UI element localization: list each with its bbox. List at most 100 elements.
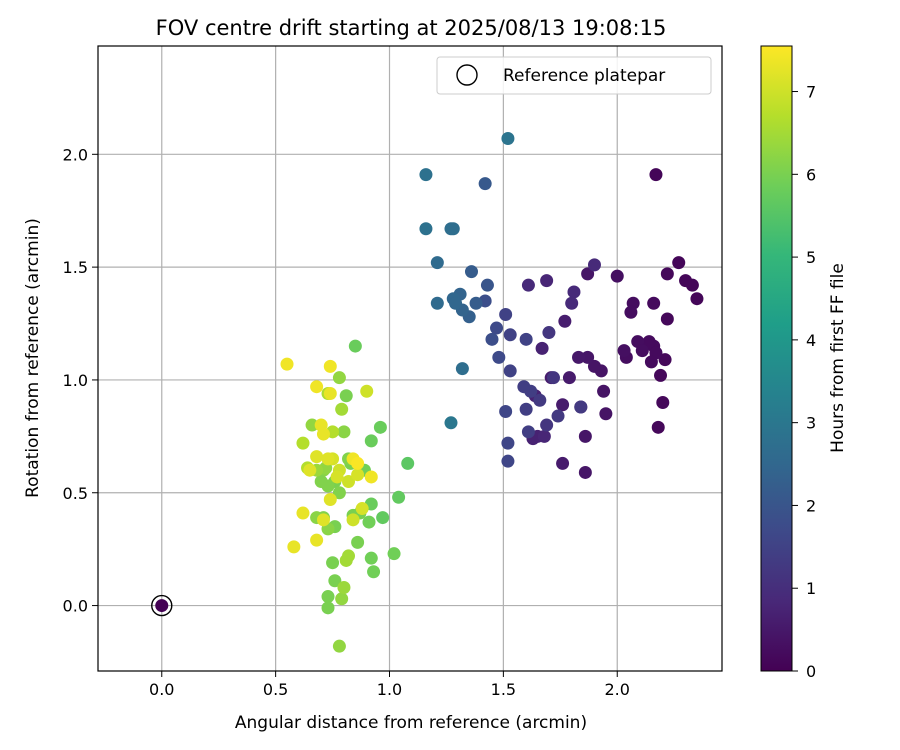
scatter-point	[305, 418, 319, 432]
scatter-point	[551, 409, 565, 423]
scatter-point	[587, 359, 601, 373]
scatter-point	[624, 305, 638, 319]
scatter-point	[690, 292, 704, 306]
scatter-point	[610, 269, 624, 283]
scatter-point	[280, 357, 294, 371]
scatter-point	[323, 359, 337, 373]
y-axis: 0.0 0.5 1.0 1.5 2.0	[63, 145, 98, 616]
scatter-point	[519, 332, 533, 346]
scatter-point	[376, 511, 390, 525]
scatter-point	[654, 368, 668, 382]
scatter-point	[419, 168, 433, 182]
scatter-point	[323, 386, 337, 400]
scatter-point	[351, 456, 365, 470]
colorbar-gradient	[760, 45, 793, 672]
scatter-point	[565, 296, 579, 310]
scatter-point	[644, 355, 658, 369]
scatter-point	[392, 490, 406, 504]
scatter-point	[490, 321, 504, 335]
colorbar-tick-label: 5	[806, 248, 816, 267]
scatter-point	[480, 278, 494, 292]
plot-frame	[97, 45, 723, 672]
scatter-point	[503, 364, 517, 378]
reference-platepar-marker	[151, 594, 173, 617]
scatter-point	[656, 395, 670, 409]
scatter-point	[469, 296, 483, 310]
scatter-point	[660, 267, 674, 281]
scatter-point	[533, 393, 547, 407]
scatter-point	[364, 551, 378, 565]
scatter-point	[647, 296, 661, 310]
scatter-point	[419, 222, 433, 236]
scatter-point	[296, 506, 310, 520]
scatter-point	[572, 350, 586, 364]
colorbar-tick-label: 7	[806, 83, 816, 102]
scatter-point	[330, 470, 344, 484]
scatter-point	[321, 452, 335, 466]
scatter-point	[635, 344, 649, 358]
scatter-point	[542, 326, 556, 340]
scatter-point	[649, 168, 663, 182]
y-tick-label: 2.0	[63, 145, 88, 164]
scatter-point	[521, 425, 535, 439]
colorbar-tick-label: 3	[806, 414, 816, 433]
scatter-point	[485, 332, 499, 346]
x-tick-label: 0.5	[263, 680, 288, 699]
colorbar-ticks: 0 1 2 3 4 5 6 7	[792, 83, 816, 681]
scatter-point	[546, 371, 560, 385]
scatter-point	[401, 456, 415, 470]
x-tick-label: 1.0	[377, 680, 402, 699]
scatter-point	[364, 470, 378, 484]
scatter-point	[499, 308, 513, 322]
scatter-point	[651, 420, 665, 434]
scatter-point	[326, 556, 340, 570]
scatter-point	[562, 371, 576, 385]
scatter-point	[449, 296, 463, 310]
chart-title: FOV centre drift starting at 2025/08/13 …	[156, 16, 667, 40]
x-tick-label: 1.5	[491, 680, 516, 699]
scatter-point	[660, 312, 674, 326]
scatter-point	[323, 493, 337, 507]
x-axis: 0.0 0.5 1.0 1.5 2.0	[149, 671, 630, 699]
scatter-point	[519, 402, 533, 416]
scatter-point	[321, 601, 335, 615]
colorbar-tick-label: 6	[806, 165, 816, 184]
scatter-point	[310, 533, 324, 547]
x-tick-label: 2.0	[605, 680, 630, 699]
x-axis-label: Angular distance from reference (arcmin)	[235, 713, 587, 733]
scatter-point	[578, 465, 592, 479]
scatter-point	[314, 474, 328, 488]
scatter-point	[316, 513, 330, 527]
colorbar-tick-label: 4	[806, 331, 816, 350]
scatter-point	[339, 389, 353, 403]
scatter-point	[310, 450, 324, 464]
scatter-point	[535, 341, 549, 355]
scatter-point	[501, 454, 515, 468]
scatter-point	[556, 398, 570, 412]
scatter-point	[355, 502, 369, 516]
scatter-point	[581, 350, 595, 364]
scatter-point	[558, 314, 572, 328]
legend-box	[436, 56, 712, 95]
scatter-point	[332, 371, 346, 385]
scatter-point	[373, 420, 387, 434]
scatter-point	[296, 436, 310, 450]
scatter-point	[335, 402, 349, 416]
scatter-point	[337, 425, 351, 439]
scatter-point	[387, 547, 401, 561]
y-tick-label: 0.5	[63, 484, 88, 503]
scatter-point	[360, 384, 374, 398]
legend-entry-label: Reference platepar	[503, 66, 665, 86]
scatter-point	[364, 434, 378, 448]
scatter-point	[685, 278, 699, 292]
scatter-point	[581, 267, 595, 281]
scatter-point	[362, 515, 376, 529]
scatter-point	[303, 463, 317, 477]
colorbar-tick-label: 2	[806, 496, 816, 515]
scatter-point	[521, 278, 535, 292]
colorbar-tick-label: 0	[806, 662, 816, 681]
scatter-point	[446, 222, 460, 236]
scatter-point	[455, 362, 469, 376]
scatter-point	[328, 574, 342, 588]
